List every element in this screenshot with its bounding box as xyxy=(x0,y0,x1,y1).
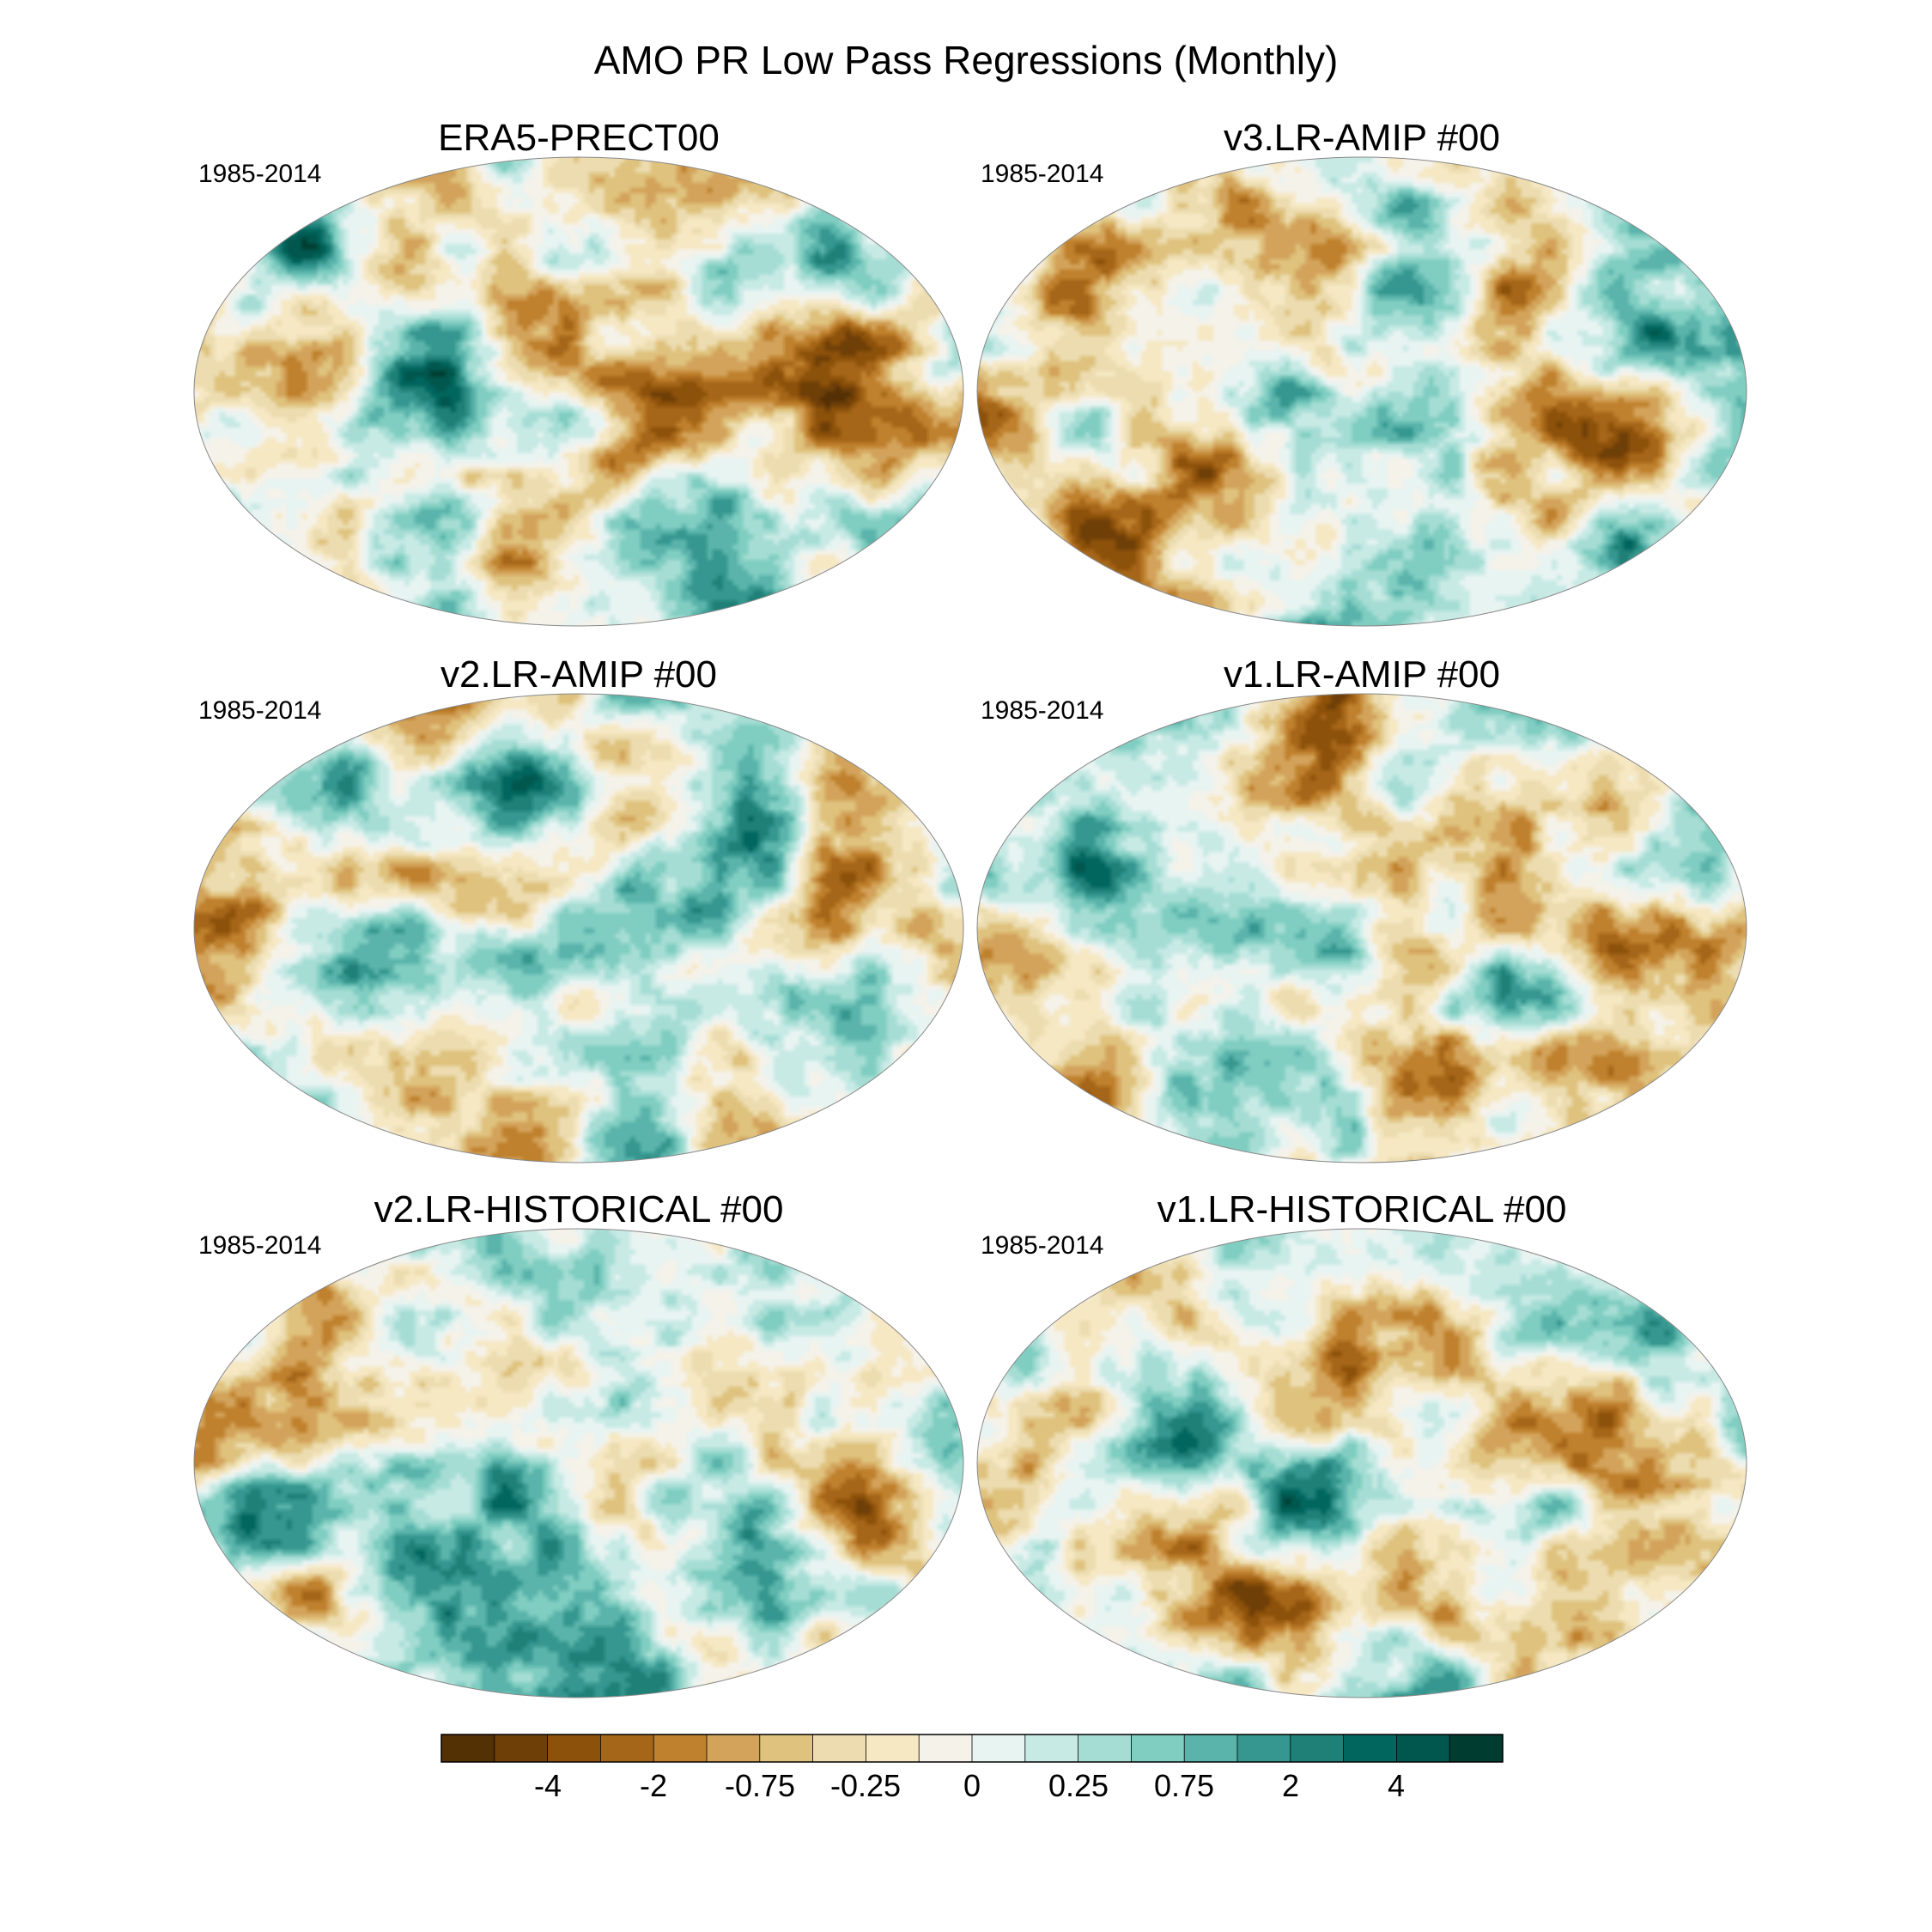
figure-title: AMO PR Low Pass Regressions (Monthly) xyxy=(594,38,1339,82)
colorbar-swatch xyxy=(494,1735,549,1762)
map-outline xyxy=(193,693,964,1163)
colorbar-swatch xyxy=(972,1735,1026,1762)
panel-title: v3.LR-AMIP #00 xyxy=(1224,117,1500,159)
colorbar-swatch xyxy=(1343,1735,1397,1762)
panel-period: 1985-2014 xyxy=(198,1231,321,1260)
colorbar-swatch xyxy=(441,1735,495,1762)
colorbar-swatches xyxy=(441,1735,1504,1762)
colorbar-tick-label: -2 xyxy=(640,1768,667,1803)
colorbar-tick-label: -0.25 xyxy=(830,1768,901,1803)
panel-title: v1.LR-AMIP #00 xyxy=(1224,653,1500,696)
colorbar-swatch xyxy=(919,1735,973,1762)
map-outline xyxy=(976,156,1747,627)
map-panel-2 xyxy=(976,156,1747,627)
colorbar: -4 -2 -0.75 -0.25 0 0.25 0.75 2 4 xyxy=(440,1734,1504,1803)
panel-v1-amip: v1.LR-AMIP #00 1985-2014 xyxy=(976,653,1747,1163)
colorbar-swatch xyxy=(759,1735,814,1762)
colorbar-swatch xyxy=(1024,1735,1079,1762)
map-outline xyxy=(193,1228,964,1698)
map-field xyxy=(977,1229,1747,1698)
map-panel-4 xyxy=(976,693,1747,1163)
panel-period: 1985-2014 xyxy=(198,696,321,725)
colorbar-frame xyxy=(440,1734,1504,1763)
map-panel-1 xyxy=(193,156,964,627)
colorbar-swatch xyxy=(1078,1735,1132,1762)
colorbar-swatch xyxy=(812,1735,866,1762)
colorbar-tick-label: 4 xyxy=(1388,1768,1405,1803)
map-outline xyxy=(976,1228,1747,1698)
colorbar-swatch xyxy=(707,1735,761,1762)
colorbar-tick-label: 0.25 xyxy=(1048,1768,1109,1803)
colorbar-swatch xyxy=(1290,1735,1345,1762)
panel-period: 1985-2014 xyxy=(981,160,1103,188)
panel-period: 1985-2014 xyxy=(198,160,321,188)
colorbar-swatch xyxy=(1237,1735,1291,1762)
panel-era5: ERA5-PRECT00 1985-2014 xyxy=(193,117,964,627)
panel-period: 1985-2014 xyxy=(981,696,1103,725)
panel-title: v1.LR-HISTORICAL #00 xyxy=(1157,1188,1567,1230)
colorbar-swatch xyxy=(600,1735,654,1762)
panel-period: 1985-2014 xyxy=(981,1231,1103,1260)
panel-v2-historical: v2.LR-HISTORICAL #00 1985-2014 xyxy=(193,1188,964,1698)
panel-v2-amip: v2.LR-AMIP #00 1985-2014 xyxy=(193,653,964,1163)
panel-v3-amip: v3.LR-AMIP #00 1985-2014 xyxy=(976,117,1747,627)
colorbar-swatch xyxy=(653,1735,708,1762)
map-field xyxy=(194,157,963,626)
colorbar-tick-labels: -4 -2 -0.75 -0.25 0 0.25 0.75 2 4 xyxy=(534,1768,1405,1803)
colorbar-tick-label: 0 xyxy=(963,1768,981,1803)
colorbar-swatch xyxy=(866,1735,920,1762)
map-outline xyxy=(193,156,964,627)
map-panel-3 xyxy=(193,693,964,1163)
map-field xyxy=(194,1229,963,1698)
colorbar-swatch xyxy=(1184,1735,1238,1762)
panel-title: v2.LR-HISTORICAL #00 xyxy=(374,1188,784,1230)
colorbar-swatch xyxy=(1396,1735,1450,1762)
colorbar-tick-label: -4 xyxy=(534,1768,562,1803)
map-panel-6 xyxy=(976,1228,1747,1698)
colorbar-swatch xyxy=(1131,1735,1185,1762)
colorbar-tick-label: 2 xyxy=(1282,1768,1299,1803)
map-field xyxy=(977,694,1747,1163)
colorbar-tick-label: -0.75 xyxy=(725,1768,795,1803)
map-panel-5 xyxy=(193,1228,964,1698)
panel-v1-historical: v1.LR-HISTORICAL #00 1985-2014 xyxy=(976,1188,1747,1698)
colorbar-tick-label: 0.75 xyxy=(1154,1768,1214,1803)
map-field xyxy=(194,694,963,1163)
colorbar-swatch xyxy=(1449,1735,1504,1762)
panel-title: v2.LR-AMIP #00 xyxy=(440,653,717,696)
map-field xyxy=(977,157,1747,626)
panel-title: ERA5-PRECT00 xyxy=(438,117,720,159)
colorbar-swatch xyxy=(547,1735,601,1762)
map-outline xyxy=(976,693,1747,1163)
